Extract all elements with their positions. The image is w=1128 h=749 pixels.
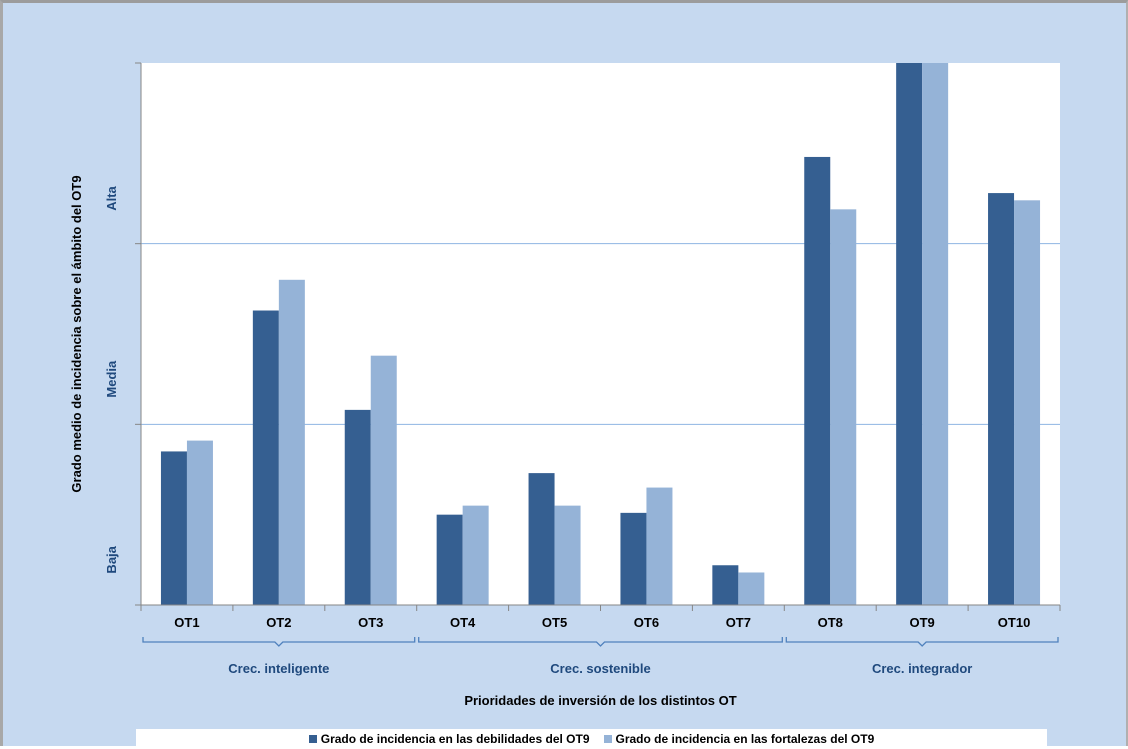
x-tick-label-ot1: OT1 bbox=[174, 615, 199, 630]
bar-debilidades-ot4 bbox=[436, 514, 463, 605]
bar-fortalezas-ot5 bbox=[554, 505, 581, 605]
bar-chart: OT1 OT2 OT3 OT4 OT5 OT6 OT7 OT8 OT9 OT10 Crec. int… bbox=[69, 62, 1061, 708]
bar-debilidades-ot7 bbox=[712, 565, 739, 605]
bar-fortalezas-ot1 bbox=[186, 440, 213, 605]
bar-debilidades-ot8 bbox=[804, 156, 831, 606]
bar-debilidades-ot5 bbox=[528, 473, 555, 605]
x-axis-title: Prioridades de inversión de los distinto… bbox=[464, 693, 736, 708]
bar-debilidades-ot6 bbox=[620, 512, 647, 605]
legend-entry-fortalezas: Grado de incidencia en las fortalezas de… bbox=[603, 732, 875, 746]
bar-debilidades-ot3 bbox=[344, 409, 371, 605]
x-tick-label-ot2: OT2 bbox=[266, 615, 291, 630]
group-bracket-2 bbox=[785, 637, 1059, 647]
bar-fortalezas-ot10 bbox=[1014, 200, 1041, 605]
bar-fortalezas-ot7 bbox=[738, 572, 765, 605]
bar-debilidades-ot1 bbox=[160, 451, 187, 605]
bar-fortalezas-ot3 bbox=[370, 355, 397, 605]
bar-fortalezas-ot4 bbox=[462, 505, 489, 605]
group-label-1: Crec. sostenible bbox=[550, 661, 650, 676]
bar-fortalezas-ot8 bbox=[830, 209, 857, 605]
y-level-label-alta: Alta bbox=[104, 185, 119, 210]
group-label-2: Crec. integrador bbox=[872, 661, 972, 676]
x-tick-label-ot3: OT3 bbox=[358, 615, 383, 630]
legend-swatch-debilidades bbox=[308, 735, 317, 743]
x-tick-label-ot8: OT8 bbox=[818, 615, 843, 630]
bar-debilidades-ot9 bbox=[896, 63, 923, 605]
bar-debilidades-ot2 bbox=[252, 310, 279, 605]
legend-entry-debilidades: Grado de incidencia en las debilidades d… bbox=[308, 732, 590, 746]
bar-fortalezas-ot2 bbox=[278, 279, 305, 605]
x-tick-label-ot5: OT5 bbox=[542, 615, 567, 630]
legend-swatch-fortalezas bbox=[603, 735, 612, 743]
bar-fortalezas-ot9 bbox=[922, 63, 949, 605]
x-tick-label-ot6: OT6 bbox=[634, 615, 659, 630]
y-level-label-baja: Baja bbox=[104, 545, 119, 573]
x-tick-label-ot4: OT4 bbox=[450, 615, 476, 630]
legend-label-fortalezas: Grado de incidencia en las fortalezas de… bbox=[615, 732, 875, 746]
group-bracket-0 bbox=[142, 637, 416, 647]
legend: Grado de incidencia en las debilidades d… bbox=[136, 729, 1047, 749]
x-tick-label-ot9: OT9 bbox=[910, 615, 935, 630]
bar-fortalezas-ot6 bbox=[646, 487, 673, 605]
group-bracket-1 bbox=[418, 637, 783, 647]
bar-debilidades-ot10 bbox=[988, 193, 1015, 605]
y-axis-title: Grado medio de incidencia sobre el ámbit… bbox=[69, 175, 84, 492]
x-tick-label-ot10: OT10 bbox=[998, 615, 1031, 630]
legend-label-debilidades: Grado de incidencia en las debilidades d… bbox=[320, 732, 590, 746]
x-tick-label-ot7: OT7 bbox=[726, 615, 751, 630]
group-label-0: Crec. inteligente bbox=[228, 661, 329, 676]
y-level-label-media: Media bbox=[104, 360, 119, 398]
